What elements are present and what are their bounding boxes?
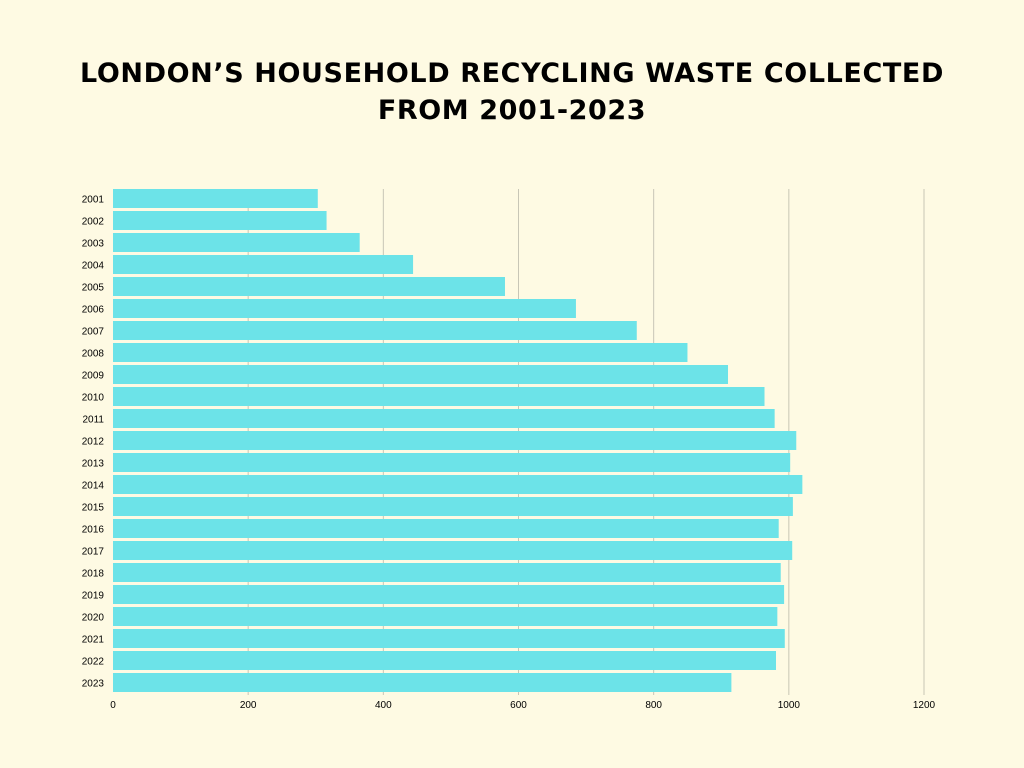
category-label-2016: 2016 [82,525,105,536]
chart-title: LONDON’S HOUSEHOLD RECYCLING WASTE COLLE… [0,55,1024,129]
bar-2013 [113,453,791,472]
bar-2016 [113,519,779,538]
x-tick-label-800: 800 [645,700,662,711]
category-label-2002: 2002 [82,217,105,228]
bar-2004 [113,255,414,274]
bar-2011 [113,409,775,428]
x-tick-label-600: 600 [510,700,527,711]
x-axis-tick-labels: 0 200 400 600 800 1000 1200 [110,700,935,711]
chart-title-line-1: LONDON’S HOUSEHOLD RECYCLING WASTE COLLE… [80,58,944,89]
category-label-2010: 2010 [82,393,105,404]
category-label-2006: 2006 [82,305,105,316]
chart-title-line-2: FROM 2001-2023 [377,95,647,126]
category-label-2015: 2015 [82,503,105,514]
x-tick-label-1000: 1000 [778,700,801,711]
x-tick-label-200: 200 [240,700,257,711]
bar-2003 [113,233,360,252]
bar-2002 [113,211,327,230]
bar-2023 [113,673,732,692]
bar-2010 [113,387,765,406]
category-label-2003: 2003 [82,239,105,250]
bar-2021 [113,629,785,648]
bar-2008 [113,343,688,362]
bar-2014 [113,475,803,494]
x-tick-label-1200: 1200 [913,700,936,711]
category-label-2007: 2007 [82,327,105,338]
x-tick-label-0: 0 [110,700,116,711]
category-label-2017: 2017 [82,547,105,558]
bar-2005 [113,277,505,296]
category-label-2011: 2011 [82,415,104,426]
category-label-2022: 2022 [82,657,105,668]
category-label-2019: 2019 [82,591,105,602]
category-label-2014: 2014 [82,481,105,492]
bar-2006 [113,299,576,318]
category-label-2009: 2009 [82,371,105,382]
bar-2019 [113,585,785,604]
category-label-2005: 2005 [82,283,105,294]
category-label-2023: 2023 [82,679,105,690]
bar-2009 [113,365,729,384]
bar-2012 [113,431,797,450]
category-label-2012: 2012 [82,437,105,448]
category-label-2018: 2018 [82,569,105,580]
bar-2020 [113,607,778,626]
category-label-2020: 2020 [82,613,105,624]
category-label-2008: 2008 [82,349,105,360]
bar-2018 [113,563,781,582]
bar-2022 [113,651,776,670]
bar-2017 [113,541,793,560]
bar-2007 [113,321,637,340]
category-label-2001: 2001 [82,195,105,206]
category-label-2004: 2004 [82,261,105,272]
bar-2001 [113,189,318,208]
category-label-2021: 2021 [82,635,105,646]
category-labels: 2001 2002 2003 2004 2005 2006 2007 2008 2009 2010… [82,195,105,690]
category-label-2013: 2013 [82,459,105,470]
bars [113,189,803,692]
bar-2015 [113,497,793,516]
x-tick-label-400: 400 [375,700,392,711]
